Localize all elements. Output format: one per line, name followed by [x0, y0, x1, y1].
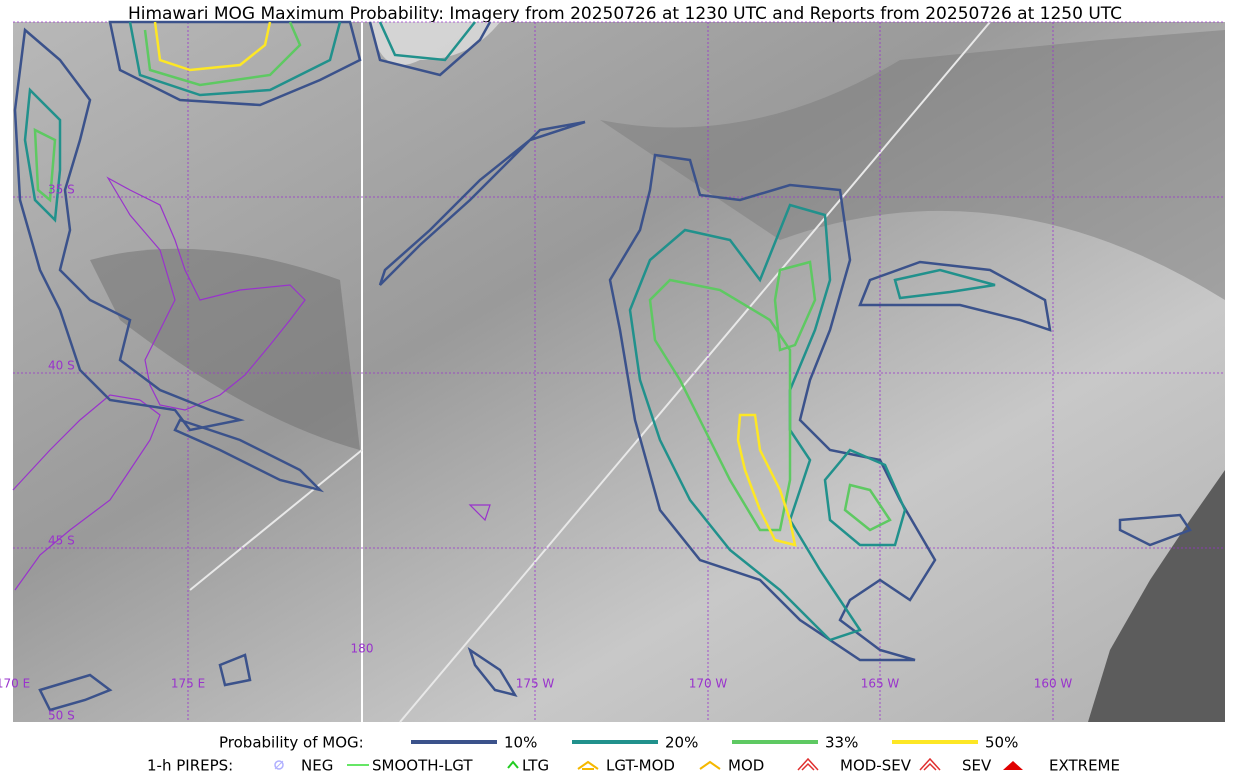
coastline — [106, 176, 306, 411]
contour-10 — [1118, 513, 1192, 547]
contour-33 — [648, 278, 792, 532]
legend: Probability of MOG: 1-h PIREPS: 10% 20% 33… — [147, 734, 1120, 775]
legend-icon — [699, 760, 721, 770]
lon-label: 165 W — [861, 677, 900, 691]
legend-label: MOD-SEV — [840, 757, 912, 775]
lon-label: 175 W — [516, 677, 555, 691]
contour-33 — [773, 260, 817, 352]
legend-label: LGT-MOD — [606, 757, 675, 775]
contour-20 — [378, 21, 476, 62]
legend-label: SEV — [962, 757, 992, 775]
contour-10 — [608, 153, 937, 662]
legend-title: Probability of MOG: — [219, 734, 364, 752]
legend-label: 20% — [665, 734, 698, 752]
lon-labels: 170 E 175 E 180 175 W 170 W 165 W 160 W — [0, 642, 1072, 691]
map: 35 S 40 S 45 S 50 S 170 E 175 E 180 175 … — [0, 20, 1225, 723]
contour-33 — [843, 483, 892, 532]
contour-33 — [143, 21, 302, 87]
dry-slot — [90, 248, 360, 450]
legend-label: LTG — [522, 757, 549, 775]
lat-label: 35 S — [48, 183, 75, 197]
contour-10 — [467, 646, 518, 697]
title: Himawari MOG Maximum Probability: Imager… — [128, 4, 1122, 24]
legend-label: 50% — [985, 734, 1018, 752]
contour-10 — [13, 27, 245, 432]
legend-icon — [1003, 761, 1023, 770]
contour-10 — [368, 21, 492, 77]
contour-33 — [33, 127, 57, 203]
legend-icon — [577, 760, 599, 770]
contour-20 — [628, 203, 862, 642]
legend-icon — [797, 757, 819, 771]
lon-label: 180 — [351, 642, 374, 656]
legend-label: 10% — [504, 734, 537, 752]
contour-10 — [858, 260, 1052, 332]
contour-20 — [823, 448, 907, 547]
legend-title: 1-h PIREPS: — [147, 757, 233, 775]
lon-label: 170 W — [689, 677, 728, 691]
coastline — [12, 394, 161, 591]
coastline — [468, 504, 491, 522]
contour-10 — [38, 673, 113, 712]
dry-slot — [600, 30, 1225, 300]
contour-20 — [893, 268, 996, 300]
legend-icon — [919, 757, 941, 771]
lat-label: 50 S — [48, 709, 75, 723]
contours — [13, 20, 1192, 712]
lon-label: 170 E — [0, 677, 30, 691]
contour-20 — [23, 87, 62, 223]
legend-icon — [274, 760, 284, 770]
lat-label: 45 S — [48, 534, 75, 548]
legend-label: EXTREME — [1049, 757, 1120, 775]
contour-10 — [173, 418, 325, 493]
grid — [13, 21, 1225, 722]
no-data — [1088, 470, 1225, 722]
contour-10 — [108, 20, 362, 107]
legend-icon — [507, 760, 519, 769]
legend-label: 33% — [825, 734, 858, 752]
contour-50 — [736, 413, 797, 547]
contour-10 — [218, 653, 252, 687]
lon-label: 160 W — [1034, 677, 1073, 691]
contour-10 — [378, 120, 586, 286]
legend-label: NEG — [301, 757, 333, 775]
legend-label: SMOOTH-LGT — [372, 757, 473, 775]
contour-50 — [153, 21, 272, 72]
lat-label: 40 S — [48, 359, 75, 373]
lon-label: 175 E — [171, 677, 205, 691]
lat-labels: 35 S 40 S 45 S 50 S — [48, 183, 75, 723]
swath-edge — [399, 21, 991, 723]
legend-label: MOD — [728, 757, 764, 775]
swath-edge — [189, 449, 363, 591]
cloud — [13, 22, 500, 66]
contour-20 — [128, 21, 342, 97]
